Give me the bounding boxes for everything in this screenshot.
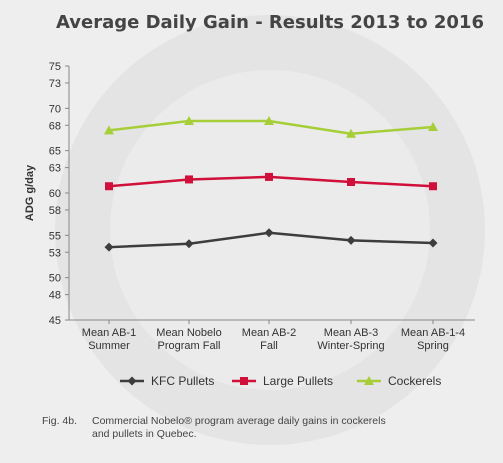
y-tick-label: 70 [49, 103, 61, 115]
legend: KFC Pullets Large Pullets Cockerels [120, 374, 441, 388]
data-point-cockerels [104, 125, 114, 135]
y-tick-label: 63 [49, 163, 61, 175]
data-point-large-pullets [185, 175, 193, 184]
x-tick-label-line: Fall [260, 340, 278, 352]
legend-marker-kfc-pullets [127, 376, 137, 386]
caption-number: Fig. 4b. [42, 415, 78, 427]
data-point-kfc-pullets [184, 239, 194, 249]
x-tick-label-line: Mean AB-1-4 [401, 327, 465, 339]
x-tick-label: Mean AB-3 Winter-Spring [317, 327, 384, 352]
data-point-large-pullets [105, 182, 113, 191]
y-tick-label: 75 [49, 61, 61, 73]
x-tick-label-line: Summer [88, 340, 130, 352]
y-tick-label: 45 [49, 315, 61, 327]
x-tick-label-line: Mean AB-2 [242, 327, 296, 339]
chart-title: Average Daily Gain - Results 2013 to 201… [56, 12, 484, 33]
x-tick-label-line: Mean AB-1 [82, 327, 136, 339]
data-point-large-pullets [347, 177, 355, 186]
y-tick-label: 58 [49, 205, 61, 217]
y-tick-label: 48 [49, 290, 61, 302]
legend-label-cockerels: Cockerels [388, 374, 441, 388]
legend-label-kfc-pullets: KFC Pullets [151, 374, 214, 388]
y-tick-label: 55 [49, 230, 61, 242]
data-point-kfc-pullets [346, 235, 356, 245]
legend-label-large-pullets: Large Pullets [263, 374, 333, 388]
y-axis-label: ADG g/day [24, 164, 36, 221]
y-tick-label: 53 [49, 247, 61, 259]
y-tick-label: 73 [49, 78, 61, 90]
caption-line-2: and pullets in Quebec. [92, 428, 197, 440]
figure-caption: Fig. 4b. Commercial Nobelo® program avera… [42, 415, 462, 441]
data-point-cockerels [184, 116, 194, 126]
x-tick-label: Mean AB-2 Fall [242, 327, 296, 352]
data-point-cockerels [346, 128, 356, 138]
data-point-kfc-pullets [264, 228, 274, 238]
y-tick-labels: 45 48 50 53 55 58 60 63 65 68 70 73 75 [49, 61, 69, 327]
caption-line-1: Commercial Nobelo® program average daily… [92, 415, 386, 427]
x-tick-label-line: Mean Nobelo [156, 327, 221, 339]
data-point-large-pullets [265, 172, 273, 181]
data-point-large-pullets [429, 182, 437, 191]
series-layer [104, 116, 438, 252]
x-tick-label: Mean Nobelo Program Fall [156, 327, 221, 352]
y-tick-label: 60 [49, 188, 61, 200]
x-tick-label-line: Spring [417, 340, 449, 352]
data-point-kfc-pullets [104, 242, 114, 252]
x-tick-label-line: Winter-Spring [317, 340, 384, 352]
y-tick-label: 65 [49, 146, 61, 158]
data-point-cockerels [428, 121, 438, 131]
data-point-cockerels [264, 116, 274, 126]
x-tick-label: Mean AB-1 Summer [82, 327, 136, 352]
x-tick-label: Mean AB-1-4 Spring [401, 327, 465, 352]
legend-marker-cockerels [364, 376, 374, 385]
y-tick-label: 50 [49, 273, 61, 285]
legend-marker-large-pullets [240, 377, 248, 385]
x-tick-label-line: Program Fall [158, 340, 221, 352]
data-point-kfc-pullets [428, 238, 438, 248]
x-tick-label-line: Mean AB-3 [324, 327, 378, 339]
y-tick-label: 68 [49, 120, 61, 132]
